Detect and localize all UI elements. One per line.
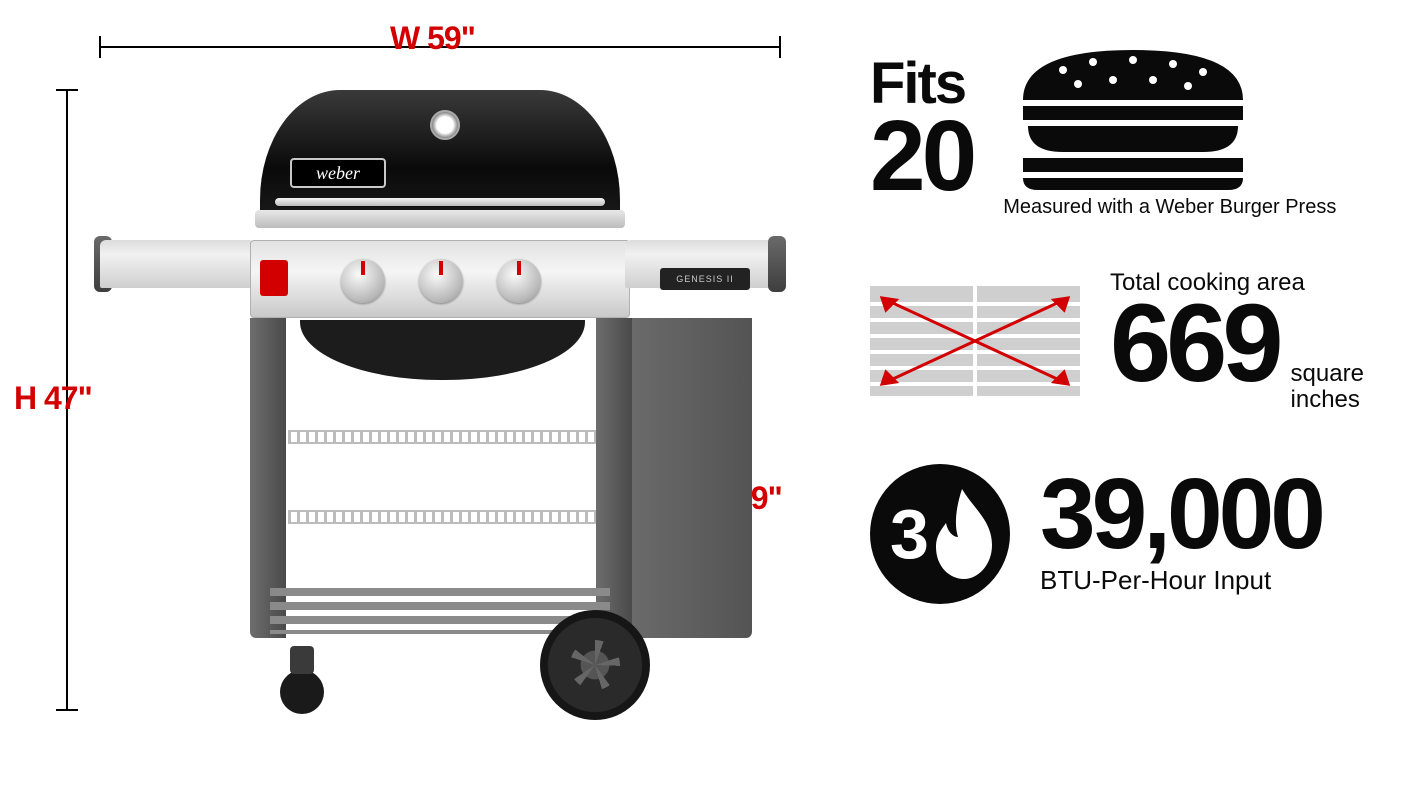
cooking-area-unit-1: square (1291, 360, 1364, 387)
cooking-area-section: Total cooking area 669 square inches (870, 269, 1410, 414)
lid-handle (275, 198, 605, 206)
btu-section: 3 39,000 BTU-Per-Hour Input (870, 464, 1410, 604)
grill-bowl (300, 320, 585, 380)
ignition-badge (260, 260, 288, 296)
flame-icon (932, 489, 996, 579)
thermometer-icon (430, 110, 460, 140)
wire-shelf-upper (288, 430, 596, 444)
fits-text-block: Fits 20 (870, 58, 973, 200)
burner-knob-1 (341, 259, 385, 303)
burner-count: 3 (890, 494, 929, 574)
fits-section: Fits 20 Measured with a Weber Burger Pre… (870, 40, 1410, 219)
control-panel (250, 240, 630, 318)
specs-panel: Fits 20 Measured with a Weber Burger Pre… (870, 40, 1410, 760)
wire-shelf-lower (288, 510, 596, 524)
lid-trim (255, 210, 625, 228)
height-dim-cap-bottom (56, 709, 78, 711)
shelf-endcap-right (768, 236, 786, 292)
cooking-area-unit-2: inches (1291, 386, 1360, 413)
side-shelf-left (100, 240, 255, 288)
height-label: H 47" (14, 380, 92, 417)
fits-caption: Measured with a Weber Burger Press (1003, 196, 1336, 219)
btu-text-block: 39,000 BTU-Per-Hour Input (1040, 472, 1322, 596)
btu-label: BTU-Per-Hour Input (1040, 565, 1322, 596)
burner-knob-3 (497, 259, 541, 303)
grill-dimension-panel: W 59" H 47" D 29" weber GENESIS II (0, 0, 850, 788)
height-dim-cap-top (56, 89, 78, 91)
grate-icon (870, 286, 1080, 396)
cooking-area-text: Total cooking area 669 square inches (1110, 269, 1364, 414)
burger-block: Measured with a Weber Burger Press (1003, 40, 1336, 219)
cooking-area-value-row: 669 square inches (1110, 297, 1364, 414)
cooking-area-value: 669 (1110, 297, 1279, 391)
grill-illustration: weber GENESIS II (100, 90, 780, 710)
fits-count: 20 (870, 111, 973, 201)
width-dim-cap-right (779, 36, 781, 58)
wheel-large (540, 610, 650, 720)
btu-value: 39,000 (1040, 472, 1322, 557)
brand-logo-plate: weber (290, 158, 386, 188)
cooking-area-unit: square inches (1291, 361, 1364, 414)
burner-count-badge: 3 (870, 464, 1010, 604)
burner-knob-2 (419, 259, 463, 303)
width-dim-cap-left (99, 36, 101, 58)
width-label: W 59" (390, 20, 475, 57)
burger-icon (1003, 40, 1263, 190)
caster-wheel (280, 670, 324, 714)
model-plate: GENESIS II (660, 268, 750, 290)
cart-cabinet (632, 318, 752, 638)
